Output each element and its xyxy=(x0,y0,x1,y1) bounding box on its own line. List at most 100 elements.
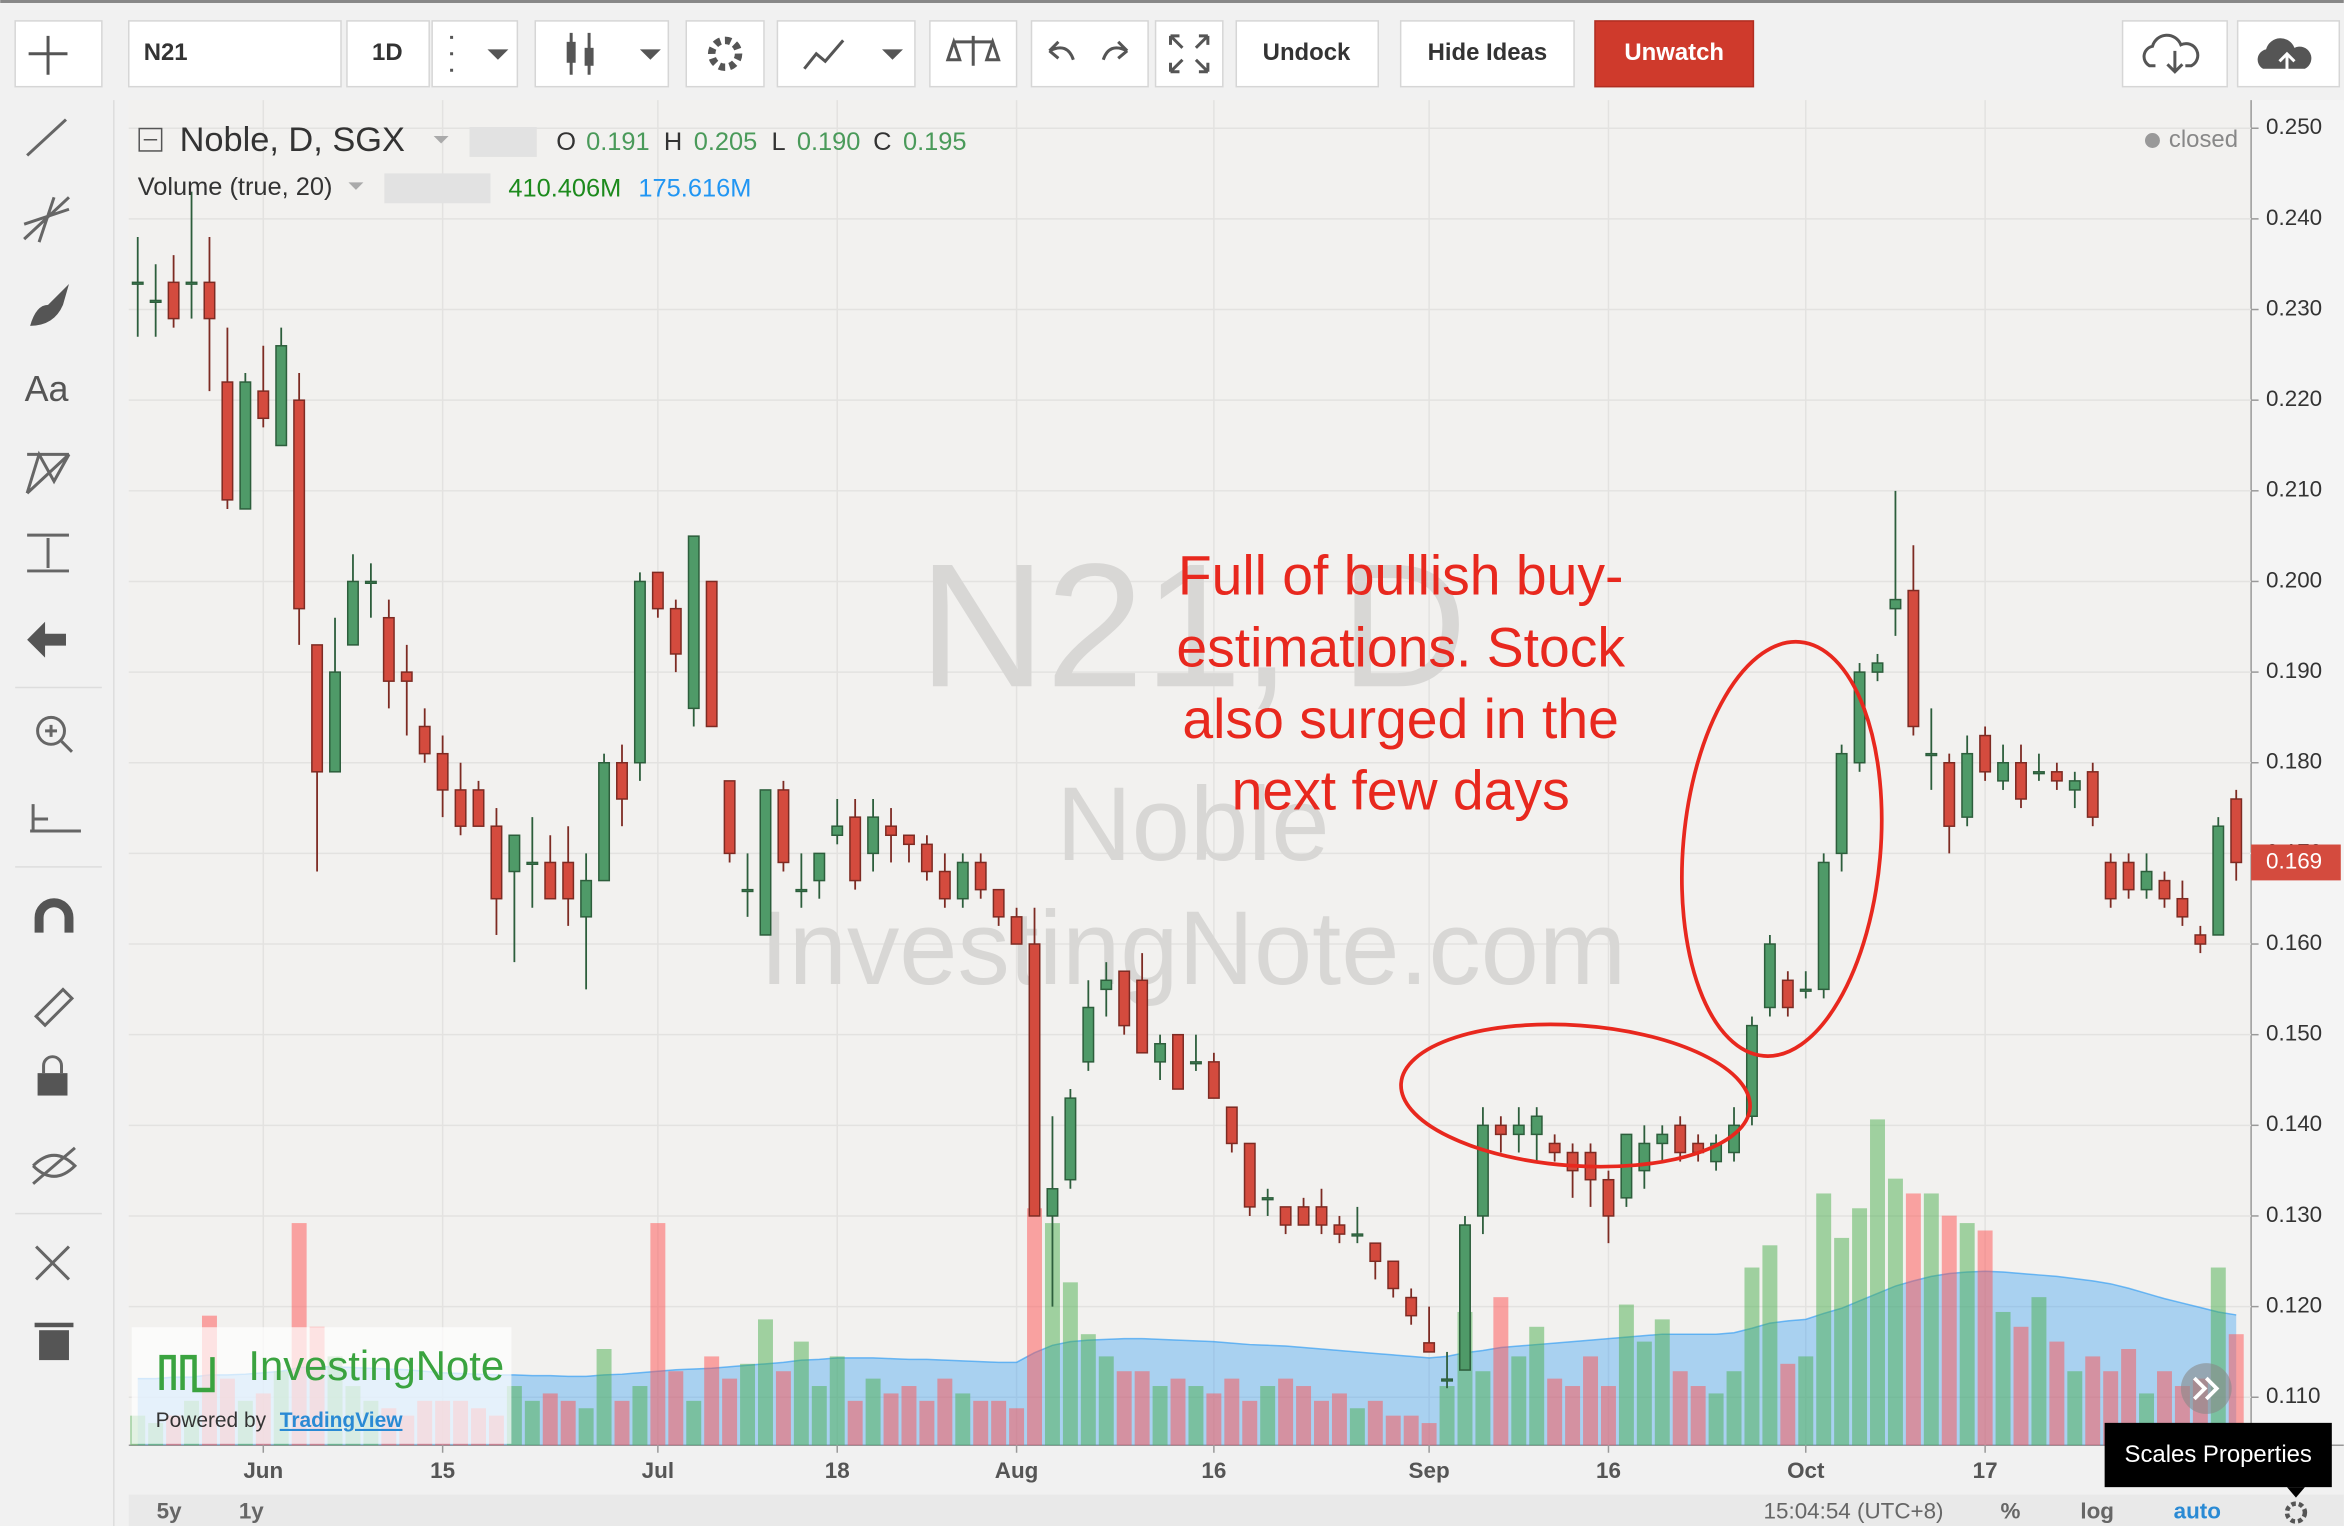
candle-body xyxy=(1154,1042,1167,1063)
volume-bar xyxy=(937,1378,953,1446)
volume-bar xyxy=(758,1319,773,1446)
candle-body xyxy=(1279,1206,1292,1226)
volume-legend-title: Volume (true, 20) xyxy=(138,173,333,201)
range-1y[interactable]: 1y xyxy=(239,1498,264,1523)
legend-actions[interactable] xyxy=(469,127,537,157)
lock-drawing-tool[interactable] xyxy=(33,987,75,1028)
candle-body xyxy=(1853,671,1866,764)
log-toggle[interactable]: log xyxy=(2080,1498,2114,1523)
unwatch-button[interactable] xyxy=(1594,20,1755,88)
tools-tool[interactable] xyxy=(35,1245,71,1281)
load-button[interactable] xyxy=(2121,20,2228,88)
candle-body xyxy=(2050,771,2063,782)
volume-bar xyxy=(1062,1282,1078,1446)
volume-bar xyxy=(829,1356,845,1446)
trash-lid xyxy=(34,1322,74,1328)
candle-body xyxy=(992,888,1005,918)
fullscreen-button[interactable] xyxy=(1154,20,1224,88)
hide-tool[interactable] xyxy=(32,1146,78,1185)
candle-body xyxy=(2230,798,2243,864)
x-tick-label: Sep xyxy=(1409,1458,1450,1483)
trash-tool[interactable] xyxy=(39,1330,69,1361)
candle-body xyxy=(2212,825,2225,936)
x-tick-label: Oct xyxy=(1787,1458,1825,1483)
y-tick-label: 0.130 xyxy=(2266,1202,2322,1227)
undo-redo-button[interactable] xyxy=(1030,20,1149,88)
candle-body xyxy=(2104,861,2117,900)
candle-body xyxy=(1656,1133,1669,1145)
interval-button[interactable] xyxy=(346,20,430,88)
brush-tool[interactable] xyxy=(30,283,69,326)
y-tick-label: 0.160 xyxy=(2266,930,2322,955)
legend-c: 0.195 xyxy=(903,128,967,156)
fib-tool[interactable] xyxy=(23,196,70,243)
volume-bar xyxy=(1941,1215,1957,1446)
measure-tool[interactable] xyxy=(27,533,69,573)
candle-body xyxy=(1100,979,1113,991)
chart-title: Noble, D, SGX xyxy=(180,121,405,159)
candle-body xyxy=(149,299,162,304)
candle-body xyxy=(1010,916,1023,945)
left-sidebar: Aa xyxy=(15,118,102,1361)
candle-body xyxy=(1405,1296,1418,1317)
indicators-button[interactable] xyxy=(776,20,916,88)
candle-body xyxy=(346,580,359,646)
candle-body xyxy=(2194,934,2207,945)
volume-bar xyxy=(1762,1245,1778,1446)
candle-body xyxy=(1817,861,1830,991)
save-button[interactable] xyxy=(2236,20,2341,88)
candle-body xyxy=(257,390,270,420)
auto-toggle[interactable]: auto xyxy=(2174,1498,2221,1523)
volume-bar xyxy=(632,1386,648,1446)
settings-button[interactable] xyxy=(685,20,765,88)
y-tick-label: 0.140 xyxy=(2266,1111,2322,1136)
symbol-input[interactable] xyxy=(128,20,342,88)
volume-bar xyxy=(1690,1386,1706,1446)
arrow-tool[interactable] xyxy=(27,621,66,658)
candle-body xyxy=(831,825,844,837)
candle-body xyxy=(920,843,933,873)
candle-body xyxy=(669,607,682,655)
axis-settings-gear[interactable] xyxy=(2284,1501,2308,1524)
tooltip-text: Scales Properties xyxy=(2125,1441,2312,1468)
candle-body xyxy=(1674,1124,1687,1154)
candle-body xyxy=(472,789,485,827)
logo-icon xyxy=(159,1354,215,1393)
watermark: N21, D Noble InvestingNote.com xyxy=(760,527,1626,1007)
candle-body xyxy=(741,888,754,893)
candle-body xyxy=(1763,943,1776,1009)
text-tool[interactable]: Aa xyxy=(25,369,69,409)
trend-line-tool[interactable] xyxy=(26,118,68,157)
range-5y[interactable]: 5y xyxy=(157,1498,182,1523)
volume-bar xyxy=(1134,1371,1150,1446)
volume-bar xyxy=(578,1408,594,1446)
volume-bar xyxy=(650,1223,666,1446)
pattern-tool[interactable] xyxy=(25,450,71,495)
ruler-tool[interactable] xyxy=(30,804,81,833)
volume-bar xyxy=(1475,1371,1491,1446)
volume-bar xyxy=(722,1378,738,1446)
volume-bar xyxy=(1314,1400,1329,1446)
candle-body xyxy=(1638,1142,1651,1172)
volume-legend-actions[interactable] xyxy=(384,173,491,204)
hide-ideas-button[interactable] xyxy=(1399,20,1575,88)
lock-tool[interactable] xyxy=(37,1073,68,1096)
zoom-tool[interactable] xyxy=(36,715,66,746)
clock: 15:04:54 (UTC+8) xyxy=(1764,1498,1944,1523)
percent-toggle[interactable]: % xyxy=(2001,1498,2021,1523)
volume-bar xyxy=(2067,1371,2083,1446)
candle-body xyxy=(1333,1224,1346,1235)
fullscreen-icon xyxy=(1169,34,1210,74)
x-tick-label: Jun xyxy=(243,1458,283,1483)
volume-bar xyxy=(955,1393,971,1446)
candle-body xyxy=(1745,1024,1758,1118)
undock-button[interactable] xyxy=(1235,20,1380,88)
interval-menu[interactable] xyxy=(431,20,519,88)
magnet-tool[interactable] xyxy=(34,898,74,933)
annotation-line: estimations. Stock xyxy=(1176,616,1625,678)
indicators-icon xyxy=(803,39,845,70)
volume-bar xyxy=(2085,1356,2101,1446)
logo-provider[interactable]: TradingView xyxy=(280,1409,404,1432)
collapse-box[interactable] xyxy=(138,127,163,152)
cloud-upload-icon xyxy=(2257,38,2312,69)
